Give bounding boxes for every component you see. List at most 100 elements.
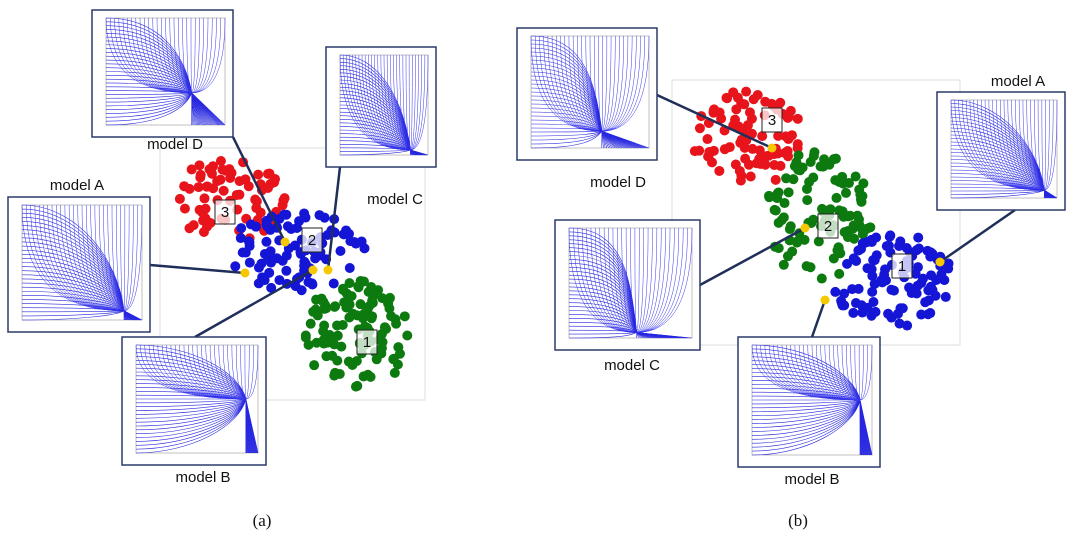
scatter-point [831,154,841,164]
selected-point [768,144,777,153]
connector [195,270,313,337]
scatter-point [314,210,324,220]
scatter-frame [672,80,960,345]
figure: 321model Dmodel Cmodel Amodel B321model … [0,0,1070,553]
scatter-point [353,281,363,291]
scatter-point [180,204,190,214]
scatter-point [834,269,844,279]
scatter-point [714,166,724,176]
scatter-point [884,241,894,251]
model-label: model B [175,469,230,486]
scatter-point [767,99,777,109]
scatter-point [746,171,756,181]
scatter-point [230,261,240,271]
scatter-point [376,348,386,358]
scatter-point [321,351,331,361]
scatter-point [202,181,212,191]
scatter-point [212,176,222,186]
scatter-point [762,151,772,161]
model-label: model C [604,357,660,374]
scatter-point [744,160,754,170]
cluster-label: 1 [898,258,906,275]
scatter-point [916,310,926,320]
scatter-point [175,194,185,204]
scatter-point [725,142,735,152]
scatter-point [245,241,255,251]
scatter-point [332,320,342,330]
scatter-point [771,175,781,185]
model-label: model D [147,136,203,153]
scatter-point [839,300,849,310]
scatter-point [318,297,328,307]
scatter-point [839,212,849,222]
scatter-point [853,246,863,256]
scatter-point [236,223,246,233]
scatter-point [261,237,271,247]
scatter-point [187,164,197,174]
scatter-point [351,382,361,392]
scatter-point [384,304,394,314]
cluster-label: 1 [363,334,371,351]
scatter-point [849,221,859,231]
scatter-point [347,360,357,370]
scatter-point [301,332,311,342]
scatter-point [902,243,912,253]
scatter-point [330,302,340,312]
scatter-point [771,206,781,216]
cluster-label: 3 [768,112,776,129]
scatter-point [393,360,403,370]
scatter-point [345,263,355,273]
scatter-point [842,259,852,269]
scatter-point [733,93,743,103]
scatter-point [783,134,793,144]
scatter-point [868,297,878,307]
cluster-label: 2 [824,218,832,235]
scatter-point [745,107,755,117]
model-label: model C [367,191,423,208]
scatter-point [297,285,307,295]
scatter-point [345,236,355,246]
scatter-point [871,232,881,242]
scatter-point [941,292,951,302]
scatter-point [306,319,316,329]
scatter-point [219,186,229,196]
scatter-point [319,335,329,345]
scatter-point [205,218,215,228]
scatter-point [927,249,937,259]
scatter-point [736,176,746,186]
scatter-point [381,324,391,334]
scatter-point [817,274,827,284]
scatter-point [208,161,218,171]
scatter-point [367,296,377,306]
scatter-point [832,193,842,203]
scatter-point [849,234,859,244]
scatter-point [883,309,893,319]
scatter-point [303,277,313,287]
scatter-point [378,337,388,347]
scatter-point [772,193,782,203]
scatter-point [848,308,858,318]
scatter-point [838,179,848,189]
scatter-point [200,193,210,203]
scatter-point [936,269,946,279]
scatter-point [880,264,890,274]
scatter-point [690,146,700,156]
scatter-point [335,246,345,256]
scatter-point [841,188,851,198]
scatter-point [390,314,400,324]
scatter-point [774,218,784,228]
scatter-point [280,193,290,203]
scatter-point [400,311,410,321]
scatter-point [780,148,790,158]
scatter-point [735,166,745,176]
scatter-point [741,87,751,97]
scatter-point [227,168,237,178]
scatter-point [695,123,705,133]
scatter-point [867,264,877,274]
scatter-point [851,172,861,182]
scatter-point [704,147,714,157]
scatter-point [338,284,348,294]
model-label: model B [784,471,839,488]
selected-point [324,266,333,275]
scatter-point [802,195,812,205]
